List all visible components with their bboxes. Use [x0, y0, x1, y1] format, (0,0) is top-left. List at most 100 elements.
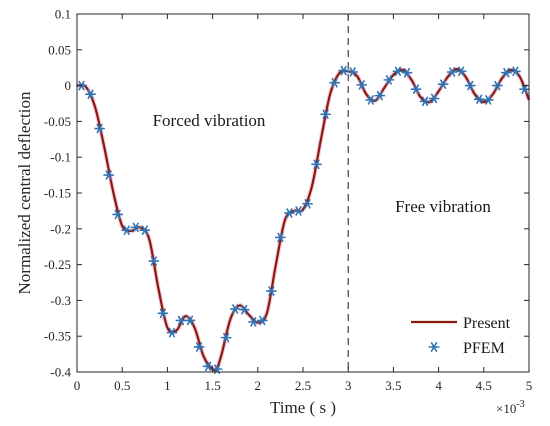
pfem-point — [229, 304, 241, 314]
series-layer — [76, 65, 532, 374]
pfem-point — [329, 77, 341, 88]
ticks-layer: 0 0.5 1 1.5 2 2.5 3 3.5 4 4.5 5 0.1 0.05 0 -0.05 -0.1 -0… — [44, 7, 532, 394]
pfem-point-stroke — [241, 304, 248, 315]
pfem-point — [293, 206, 304, 216]
pfem-point-stroke — [476, 94, 483, 104]
pfem-point — [274, 232, 286, 243]
pfem-point-stroke — [458, 66, 465, 77]
pfem-point-stroke — [232, 304, 239, 314]
pfem-point — [220, 332, 232, 343]
legend-marker-swatch — [428, 342, 440, 352]
pfem-point — [265, 286, 277, 296]
pfem-point — [500, 67, 512, 78]
pfem-point-stroke — [168, 327, 176, 338]
x-multiplier-base: ×10 — [496, 401, 516, 416]
pfem-point-stroke — [177, 315, 185, 326]
pfem-point-stroke — [96, 123, 103, 134]
pfem-point-stroke — [403, 67, 411, 78]
pfem-point-stroke — [105, 170, 112, 180]
pfem-point-stroke — [150, 256, 157, 266]
pfem-point-stroke — [123, 225, 130, 236]
x-tick-label: 2 — [255, 378, 262, 393]
pfem-point-stroke — [521, 84, 528, 94]
pfem-point — [256, 315, 268, 326]
pfem-point — [365, 95, 377, 105]
pfem-point-stroke — [322, 109, 329, 120]
pfem-point-stroke — [385, 75, 392, 85]
annotation-free-vibration: Free vibration — [395, 197, 491, 216]
pfem-point — [157, 308, 169, 319]
pfem-point — [383, 75, 395, 85]
pfem-point — [473, 94, 485, 104]
pfem-point-stroke — [250, 317, 257, 327]
pfem-point-stroke — [503, 67, 510, 78]
x-tick-label: 5 — [526, 378, 533, 393]
y-tick-label: 0.05 — [48, 42, 71, 57]
pfem-point — [284, 208, 295, 218]
pfem-point-stroke — [376, 90, 383, 101]
pfem-point-stroke — [268, 286, 275, 296]
pfem-point — [392, 66, 404, 77]
pfem-point — [482, 95, 494, 105]
pfem-point-stroke — [412, 84, 420, 94]
pfem-point-stroke — [132, 222, 139, 233]
pfem-point — [85, 89, 96, 99]
pfem-point — [247, 317, 259, 327]
pfem-point — [184, 315, 196, 326]
pfem-point-stroke — [277, 232, 284, 243]
y-tick-label: -0.1 — [50, 150, 71, 165]
pfem-point — [519, 84, 530, 94]
pfem-point — [112, 209, 124, 220]
y-tick-label: -0.3 — [50, 293, 71, 308]
pfem-point-stroke — [367, 95, 374, 105]
y-tick-label: -0.35 — [44, 329, 71, 344]
pfem-point — [139, 225, 151, 236]
x-tick-label: 0 — [74, 378, 81, 393]
pfem-point-stroke — [204, 361, 212, 372]
pfem-point-stroke — [114, 209, 121, 220]
y-tick-label: 0.1 — [55, 7, 71, 22]
y-tick-label: -0.15 — [44, 186, 71, 201]
pfem-point — [338, 65, 350, 76]
pfem-point-stroke — [440, 79, 447, 89]
x-multiplier-exponent: -3 — [516, 399, 524, 410]
legend-box — [402, 308, 524, 364]
pfem-point — [356, 80, 368, 90]
x-tick-label: 3.5 — [385, 378, 401, 393]
pfem-point — [419, 96, 431, 107]
pfem-point-stroke — [467, 80, 474, 91]
legend-pfem-star-stroke — [430, 342, 438, 352]
y-tick-label: -0.05 — [44, 114, 71, 129]
pfem-point — [193, 342, 205, 352]
pfem-point — [130, 222, 142, 233]
pfem-point — [202, 361, 214, 372]
x-tick-label: 2.5 — [295, 378, 311, 393]
pfem-point — [401, 67, 413, 78]
pfem-point — [175, 315, 187, 326]
pfem-point — [94, 123, 105, 134]
pfem-point — [491, 80, 503, 91]
pfem-point-stroke — [449, 67, 456, 77]
pfem-point-stroke — [286, 208, 293, 218]
pfem-point-stroke — [195, 342, 203, 352]
pfem-point-stroke — [394, 66, 402, 77]
pfem-point-stroke — [512, 66, 519, 77]
pfem-point-stroke — [87, 89, 94, 99]
pfem-point-stroke — [340, 65, 347, 76]
pfem-point — [428, 93, 440, 104]
x-tick-label: 4.5 — [476, 378, 492, 393]
y-tick-label: -0.4 — [50, 365, 71, 380]
x-tick-label: 0.5 — [114, 378, 130, 393]
pfem-point — [320, 109, 332, 120]
pfem-point — [410, 84, 422, 94]
pfem-point — [311, 159, 322, 170]
pfem-point — [347, 67, 359, 77]
pfem-point — [455, 66, 467, 77]
y-tick-label: -0.25 — [44, 257, 71, 272]
pfem-point-stroke — [349, 67, 356, 77]
pfem-point-stroke — [313, 159, 320, 170]
pfem-point-stroke — [304, 198, 311, 209]
pfem-point — [166, 327, 178, 338]
x-tick-label: 3 — [345, 378, 352, 393]
